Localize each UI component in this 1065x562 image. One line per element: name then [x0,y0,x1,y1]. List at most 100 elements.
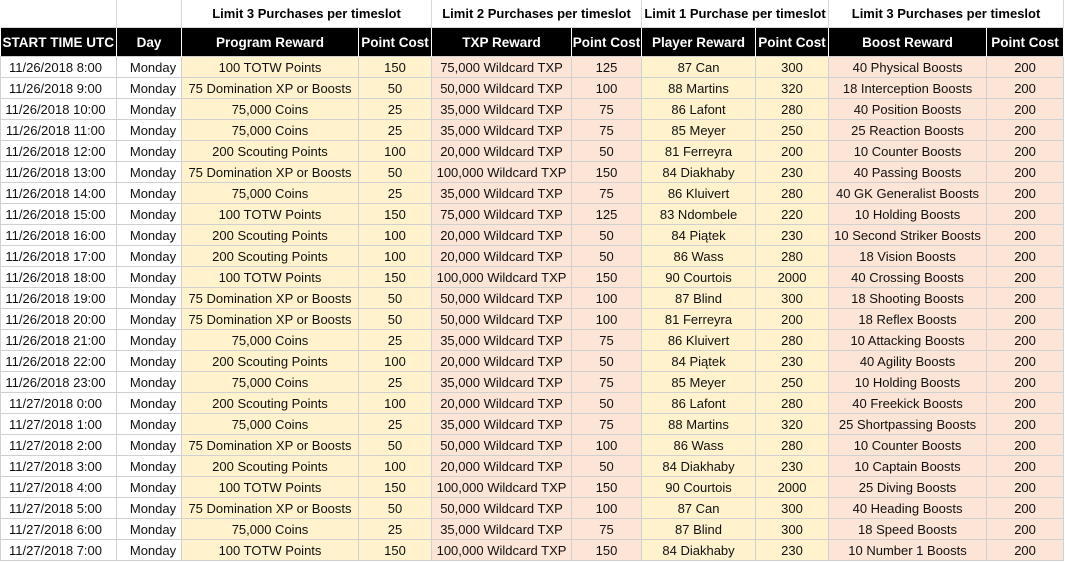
program-reward-cell[interactable]: 75 Domination XP or Boosts [181,161,359,183]
txp-reward-cell[interactable]: 100,000 Wildcard TXP [431,539,573,561]
player-reward-cell[interactable]: 84 Diakhaby [641,455,757,477]
boost-reward-cell[interactable]: 10 Holding Boosts [828,371,988,393]
program-reward-cell[interactable]: 200 Scouting Points [181,350,359,372]
boost-cost-cell[interactable]: 200 [986,329,1065,351]
start-time-cell[interactable]: 11/26/2018 9:00 [0,77,117,99]
boost-reward-cell[interactable]: 10 Holding Boosts [828,203,988,225]
program-reward-cell[interactable]: 100 TOTW Points [181,266,359,288]
txp-reward-cell[interactable]: 100,000 Wildcard TXP [431,161,573,183]
program-reward-cell[interactable]: 200 Scouting Points [181,245,359,267]
boost-reward-cell[interactable]: 18 Vision Boosts [828,245,988,267]
boost-reward-cell[interactable]: 40 Heading Boosts [828,497,988,519]
player-reward-cell[interactable]: 81 Ferreyra [641,308,757,330]
player-cost-cell[interactable]: 300 [755,497,830,519]
header-player-point-cost[interactable]: Point Cost [755,27,830,57]
start-time-cell[interactable]: 11/26/2018 18:00 [0,266,117,288]
player-cost-cell[interactable]: 280 [755,98,830,120]
program-cost-cell[interactable]: 25 [357,98,433,120]
txp-reward-cell[interactable]: 20,000 Wildcard TXP [431,392,573,414]
header-day[interactable]: Day [116,27,182,57]
program-reward-cell[interactable]: 75,000 Coins [181,413,359,435]
start-time-cell[interactable]: 11/27/2018 4:00 [0,476,117,498]
txp-reward-cell[interactable]: 20,000 Wildcard TXP [431,224,573,246]
txp-reward-cell[interactable]: 35,000 Wildcard TXP [431,98,573,120]
program-reward-cell[interactable]: 75,000 Coins [181,182,359,204]
boost-reward-cell[interactable]: 10 Counter Boosts [828,434,988,456]
boost-reward-cell[interactable]: 25 Diving Boosts [828,476,988,498]
program-cost-cell[interactable]: 50 [357,497,433,519]
boost-cost-cell[interactable]: 200 [986,287,1065,309]
program-cost-cell[interactable]: 25 [357,119,433,141]
txp-reward-cell[interactable]: 35,000 Wildcard TXP [431,329,573,351]
txp-cost-cell[interactable]: 50 [571,350,643,372]
start-time-cell[interactable]: 11/26/2018 19:00 [0,287,117,309]
boost-reward-cell[interactable]: 25 Reaction Boosts [828,119,988,141]
boost-reward-cell[interactable]: 40 Agility Boosts [828,350,988,372]
txp-reward-cell[interactable]: 75,000 Wildcard TXP [431,56,573,78]
program-reward-cell[interactable]: 75,000 Coins [181,371,359,393]
day-cell[interactable]: Monday [116,140,182,162]
day-cell[interactable]: Monday [116,308,182,330]
program-cost-cell[interactable]: 100 [357,350,433,372]
txp-reward-cell[interactable]: 20,000 Wildcard TXP [431,455,573,477]
boost-cost-cell[interactable]: 200 [986,308,1065,330]
day-cell[interactable]: Monday [116,497,182,519]
txp-cost-cell[interactable]: 150 [571,539,643,561]
boost-cost-cell[interactable]: 200 [986,266,1065,288]
boost-reward-cell[interactable]: 10 Captain Boosts [828,455,988,477]
program-reward-cell[interactable]: 100 TOTW Points [181,56,359,78]
player-cost-cell[interactable]: 280 [755,392,830,414]
boost-reward-cell[interactable]: 18 Interception Boosts [828,77,988,99]
start-time-cell[interactable]: 11/26/2018 21:00 [0,329,117,351]
boost-reward-cell[interactable]: 10 Attacking Boosts [828,329,988,351]
player-cost-cell[interactable]: 230 [755,350,830,372]
boost-reward-cell[interactable]: 25 Shortpassing Boosts [828,413,988,435]
txp-cost-cell[interactable]: 50 [571,455,643,477]
boost-reward-cell[interactable]: 40 Freekick Boosts [828,392,988,414]
txp-cost-cell[interactable]: 150 [571,266,643,288]
player-reward-cell[interactable]: 85 Meyer [641,371,757,393]
day-cell[interactable]: Monday [116,161,182,183]
day-cell[interactable]: Monday [116,518,182,540]
program-cost-cell[interactable]: 50 [357,161,433,183]
txp-reward-cell[interactable]: 50,000 Wildcard TXP [431,434,573,456]
boost-reward-cell[interactable]: 40 GK Generalist Boosts [828,182,988,204]
start-time-cell[interactable]: 11/26/2018 23:00 [0,371,117,393]
txp-cost-cell[interactable]: 100 [571,77,643,99]
day-cell[interactable]: Monday [116,455,182,477]
day-cell[interactable]: Monday [116,77,182,99]
day-cell[interactable]: Monday [116,413,182,435]
player-cost-cell[interactable]: 280 [755,329,830,351]
txp-cost-cell[interactable]: 50 [571,140,643,162]
program-cost-cell[interactable]: 25 [357,182,433,204]
start-time-cell[interactable]: 11/26/2018 13:00 [0,161,117,183]
program-cost-cell[interactable]: 100 [357,140,433,162]
player-reward-cell[interactable]: 86 Kluivert [641,182,757,204]
player-cost-cell[interactable]: 280 [755,182,830,204]
program-reward-cell[interactable]: 75 Domination XP or Boosts [181,308,359,330]
boost-cost-cell[interactable]: 200 [986,182,1065,204]
player-reward-cell[interactable]: 84 Piątek [641,350,757,372]
player-reward-cell[interactable]: 90 Courtois [641,476,757,498]
player-reward-cell[interactable]: 86 Wass [641,245,757,267]
program-reward-cell[interactable]: 200 Scouting Points [181,455,359,477]
header-txp-reward[interactable]: TXP Reward [431,27,573,57]
txp-reward-cell[interactable]: 35,000 Wildcard TXP [431,182,573,204]
boost-reward-cell[interactable]: 40 Position Boosts [828,98,988,120]
player-reward-cell[interactable]: 86 Lafont [641,392,757,414]
program-cost-cell[interactable]: 25 [357,518,433,540]
txp-cost-cell[interactable]: 100 [571,434,643,456]
program-cost-cell[interactable]: 25 [357,371,433,393]
program-cost-cell[interactable]: 150 [357,476,433,498]
boost-reward-cell[interactable]: 10 Second Striker Boosts [828,224,988,246]
day-cell[interactable]: Monday [116,56,182,78]
boost-reward-cell[interactable]: 18 Reflex Boosts [828,308,988,330]
boost-cost-cell[interactable]: 200 [986,203,1065,225]
start-time-cell[interactable]: 11/27/2018 1:00 [0,413,117,435]
program-cost-cell[interactable]: 25 [357,329,433,351]
boost-cost-cell[interactable]: 200 [986,455,1065,477]
boost-cost-cell[interactable]: 200 [986,119,1065,141]
player-reward-cell[interactable]: 86 Kluivert [641,329,757,351]
boost-cost-cell[interactable]: 200 [986,161,1065,183]
program-reward-cell[interactable]: 75 Domination XP or Boosts [181,434,359,456]
